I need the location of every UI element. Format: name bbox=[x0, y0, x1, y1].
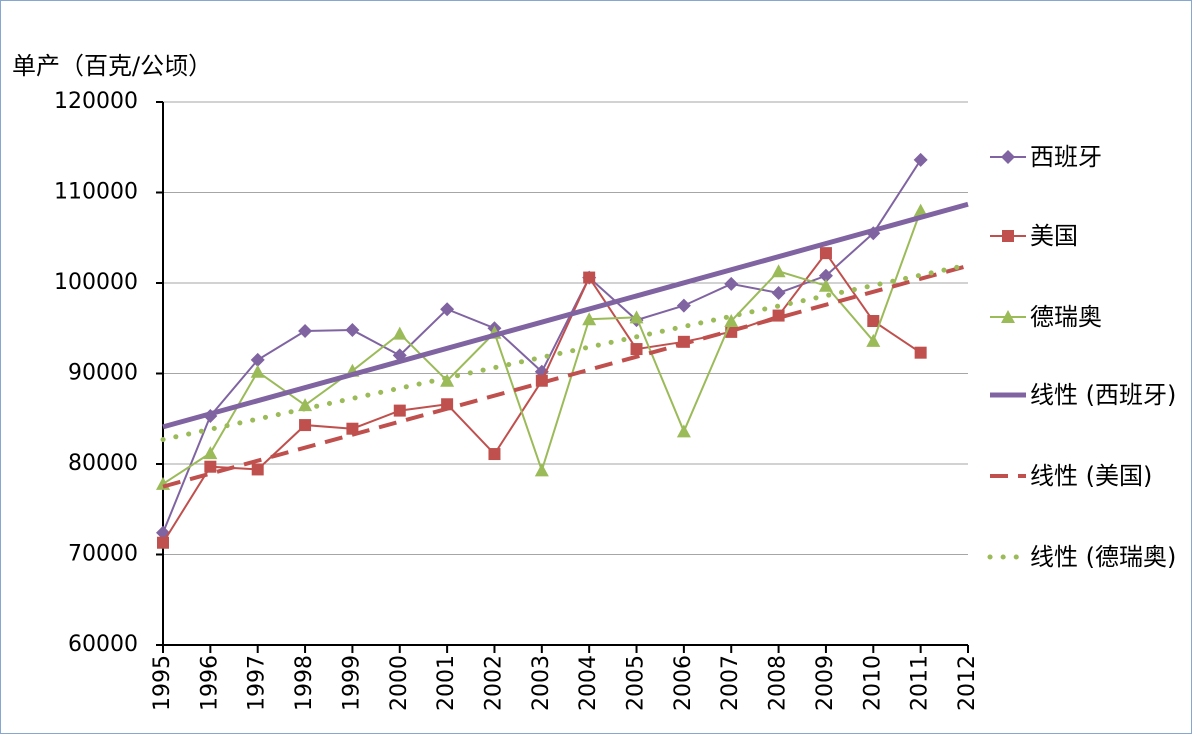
y-tick-label: 100000 bbox=[54, 270, 138, 295]
series-line bbox=[162, 159, 922, 534]
marker bbox=[866, 333, 881, 347]
marker bbox=[676, 298, 691, 313]
marker bbox=[1001, 150, 1015, 164]
marker bbox=[440, 373, 455, 387]
legend-label: 线性 (美国) bbox=[1030, 462, 1153, 490]
y-axis-label: 单产（百克/公顷） bbox=[12, 52, 213, 80]
x-tick-label: 2006 bbox=[671, 655, 696, 711]
legend-label: 线性 (德瑞奥) bbox=[1030, 543, 1177, 571]
x-tick-label: 1995 bbox=[150, 655, 175, 711]
marker bbox=[818, 278, 833, 292]
legend-label: 西班牙 bbox=[1030, 143, 1102, 171]
marker bbox=[299, 419, 312, 432]
marker bbox=[346, 422, 359, 435]
x-tick-label: 2011 bbox=[908, 655, 933, 711]
marker bbox=[771, 285, 786, 300]
legend-label: 美国 bbox=[1030, 222, 1078, 250]
x-tick-label: 2012 bbox=[955, 655, 980, 711]
y-tick-label: 70000 bbox=[68, 542, 138, 567]
x-tick-label: 2000 bbox=[387, 655, 412, 711]
marker bbox=[724, 276, 739, 291]
marker bbox=[345, 323, 360, 338]
marker bbox=[392, 326, 407, 340]
marker bbox=[440, 302, 455, 317]
y-tick-label: 90000 bbox=[68, 361, 138, 386]
marker bbox=[583, 271, 596, 284]
y-tick-label: 120000 bbox=[54, 89, 138, 114]
marker bbox=[582, 312, 597, 326]
x-tick-label: 2003 bbox=[529, 655, 554, 711]
marker bbox=[629, 310, 644, 324]
marker bbox=[772, 309, 785, 322]
x-tick-label: 1999 bbox=[339, 655, 364, 711]
x-tick-label: 2001 bbox=[434, 655, 459, 711]
x-tick-label: 2005 bbox=[624, 655, 649, 711]
marker bbox=[157, 536, 169, 549]
marker bbox=[818, 268, 833, 283]
x-tick-label: 2007 bbox=[718, 655, 743, 711]
trend-line bbox=[162, 201, 969, 430]
x-tick-label: 1996 bbox=[197, 655, 222, 711]
marker bbox=[393, 404, 406, 417]
marker bbox=[298, 398, 313, 412]
x-tick-label: 2008 bbox=[766, 655, 791, 711]
marker bbox=[913, 152, 928, 167]
y-tick-label: 80000 bbox=[68, 451, 138, 476]
marker bbox=[250, 352, 265, 367]
marker bbox=[203, 446, 218, 460]
marker bbox=[913, 203, 928, 217]
marker bbox=[488, 448, 501, 461]
x-tick-label: 1997 bbox=[245, 655, 270, 711]
y-tick-label: 110000 bbox=[54, 180, 138, 205]
marker bbox=[630, 343, 643, 356]
legend-label: 线性 (西班牙) bbox=[1030, 381, 1177, 409]
marker bbox=[1001, 310, 1015, 323]
marker bbox=[867, 315, 880, 328]
marker bbox=[534, 463, 549, 477]
marker bbox=[250, 364, 265, 378]
marker bbox=[676, 424, 691, 438]
x-tick-label: 2010 bbox=[860, 655, 885, 711]
marker bbox=[819, 247, 832, 260]
x-tick-label: 2004 bbox=[576, 655, 601, 711]
legend-label: 德瑞奥 bbox=[1030, 303, 1102, 331]
x-tick-label: 2009 bbox=[813, 655, 838, 711]
marker bbox=[771, 264, 786, 278]
marker bbox=[204, 460, 217, 473]
marker bbox=[298, 323, 313, 338]
marker bbox=[1002, 230, 1014, 242]
marker bbox=[724, 314, 739, 328]
x-tick-label: 2002 bbox=[481, 655, 506, 711]
marker bbox=[251, 463, 264, 476]
y-tick-label: 60000 bbox=[68, 632, 138, 657]
trend-line bbox=[160, 262, 971, 443]
x-tick-label: 1998 bbox=[292, 655, 317, 711]
marker bbox=[914, 346, 927, 359]
trend-line bbox=[162, 263, 969, 489]
